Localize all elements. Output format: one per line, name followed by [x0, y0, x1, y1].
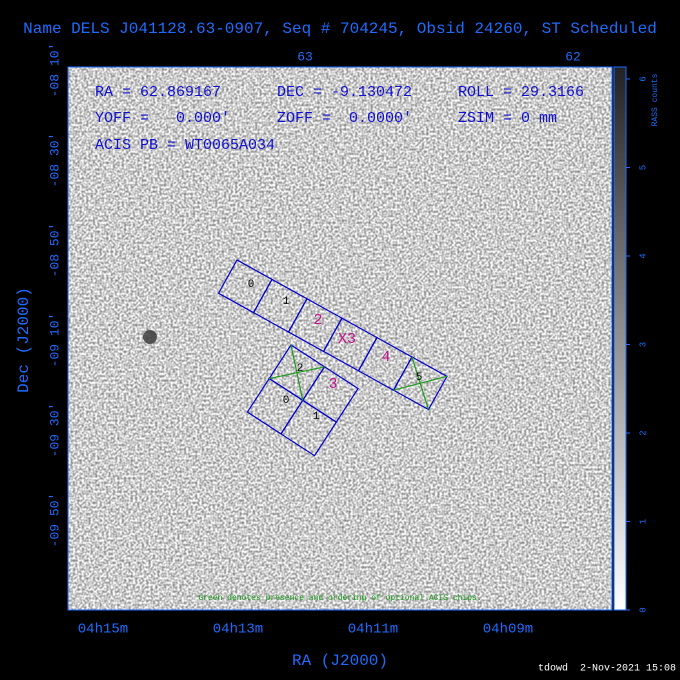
- timestamp: tdowd 2-Nov-2021 15:08: [538, 663, 676, 675]
- pointing-info: YOFF = 0.000': [95, 110, 230, 127]
- plot-frame: [67, 66, 613, 611]
- x-tick-label: 04h13m: [213, 622, 263, 638]
- acis-s-chip-label: 5: [416, 372, 423, 384]
- y-tick-label: -09 30': [47, 403, 62, 458]
- pointing-info: ZSIM = 0 mm: [458, 110, 557, 127]
- acis-i-chip-label: 2: [297, 363, 304, 375]
- x-tick-label: 04h09m: [483, 622, 533, 638]
- colorbar-tick-label: 1: [638, 519, 648, 524]
- top-tick-label: 62: [565, 49, 581, 64]
- y-tick-label: -09 10': [47, 313, 62, 368]
- colorbar-label: RASS counts: [651, 73, 660, 126]
- x-tick-label: 04h15m: [78, 622, 128, 638]
- sky-image: [68, 67, 612, 610]
- y-tick-label: -08 10': [47, 43, 62, 98]
- x-tick-label: 04h11m: [348, 622, 398, 638]
- colorbar-tick-label: 0: [638, 607, 648, 612]
- colorbar-tick-label: 2: [638, 430, 648, 435]
- y-tick-label: -08 50': [47, 223, 62, 278]
- y-tick-label: -08 30': [47, 133, 62, 188]
- y-axis-label: Dec (J2000): [15, 287, 33, 393]
- acis-s-chip-label: 1: [283, 296, 290, 308]
- colorbar-tick-label: 5: [638, 165, 648, 170]
- title: Name DELS J041128.63-0907, Seq # 704245,…: [23, 20, 657, 38]
- pointing-info: ACIS PB = WT0065A034: [95, 137, 275, 154]
- acis-s-array: [217, 259, 448, 411]
- colorbar: [613, 66, 627, 611]
- acis-s-chip-label: 4: [381, 349, 390, 366]
- pointing-info: RA = 62.869167: [95, 84, 221, 101]
- acis-s-chip-label: 0: [248, 279, 255, 291]
- top-tick-label: 63: [297, 49, 313, 64]
- acis-i-chip-label: 0: [283, 395, 290, 407]
- colorbar-tick-label: 4: [638, 253, 648, 258]
- acis-i-chip-label: 1: [313, 411, 320, 423]
- acis-i-chip-label: 3: [328, 376, 337, 393]
- pointing-info: DEC = -9.130472: [277, 84, 412, 101]
- acis-s-chip-label: X3: [338, 331, 356, 348]
- chip-note: Green denotes presence and ordering of o…: [198, 594, 481, 603]
- acis-s-chip-label: 2: [313, 312, 322, 329]
- x-axis-label: RA (J2000): [292, 652, 388, 670]
- y-tick-label: -09 50': [47, 493, 62, 548]
- colorbar-tick-label: 6: [638, 76, 648, 81]
- pointing-info: ROLL = 29.3166: [458, 84, 584, 101]
- colorbar-tick-label: 3: [638, 342, 648, 347]
- pointing-info: ZOFF = 0.0000': [277, 110, 412, 127]
- acis-i-array: [246, 344, 359, 457]
- x-ray-source: [143, 330, 157, 344]
